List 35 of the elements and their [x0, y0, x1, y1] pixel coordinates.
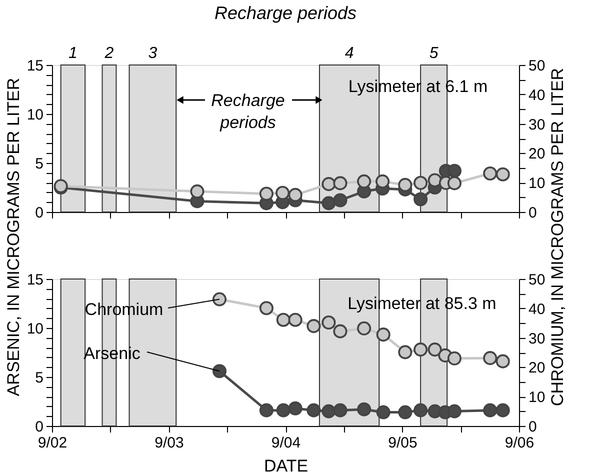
x-tick-label: 9/04: [271, 434, 301, 452]
y2-tick-label: 40: [528, 300, 546, 318]
y-axis-title: ARSENIC, IN MICROGRAMS PER LITER: [4, 78, 23, 396]
y-tick-label: 10: [26, 320, 44, 338]
y-tick-label: 15: [26, 272, 44, 288]
y2-tick-label: 0: [528, 418, 537, 436]
y-tick-label: 0: [35, 418, 44, 436]
x-tick-label: 9/06: [504, 434, 534, 452]
band-label: 5: [429, 45, 438, 62]
y-tick-label: 15: [26, 58, 44, 74]
y2-tick-label: 30: [528, 116, 546, 134]
x-axis-title: DATE: [264, 456, 308, 472]
y2-tick-label: 0: [528, 204, 537, 222]
x-tick-label: 9/03: [154, 434, 184, 452]
text: Recharge periods: [214, 3, 357, 23]
y2-tick-label: 10: [528, 175, 546, 192]
y-tick-label: 5: [35, 370, 44, 386]
y2-tick-label: 40: [528, 86, 546, 104]
band-label: 1: [68, 45, 78, 62]
y2-tick-label: 20: [528, 146, 546, 163]
y-tick-label: 0: [35, 204, 44, 222]
band-label: 2: [104, 45, 114, 62]
y2-tick-label: 10: [528, 389, 546, 406]
y2-axis-title: CHROMIUM, IN MICROGRAMS PER LITER: [548, 68, 567, 406]
y2-tick-label: 30: [528, 330, 546, 348]
y2-tick-label: 20: [528, 360, 546, 377]
y-tick-label: 5: [35, 156, 44, 172]
band-label: 4: [344, 45, 354, 62]
text: Recharge periods: [211, 91, 285, 132]
x-tick-label: 9/02: [38, 434, 68, 452]
y-tick-label: 10: [26, 106, 44, 124]
x-tick-label: 9/05: [388, 434, 418, 452]
band-label: 3: [148, 45, 158, 62]
y2-tick-label: 50: [528, 272, 546, 288]
y2-tick-label: 50: [528, 58, 546, 74]
